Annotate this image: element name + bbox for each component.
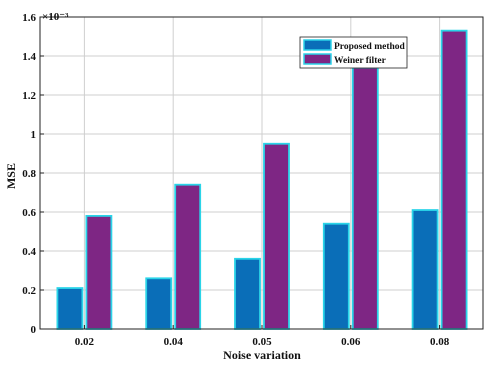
y-tick-label: 0.4: [22, 246, 36, 258]
bar-proposed-method-0.02: [56, 287, 84, 330]
x-tick-label: 0.06: [341, 336, 361, 348]
bar-proposed-method-0.05: [234, 257, 261, 330]
bar-weiner-filter-0.06: [351, 66, 379, 330]
legend-label-proposed-method: Proposed method: [334, 42, 406, 52]
bar-weiner-filter-0.05: [263, 142, 290, 330]
bar-weiner-filter-0.08: [440, 29, 468, 330]
y-tick-label: 1.6: [22, 12, 36, 24]
legend: Proposed method Weiner filter: [299, 36, 408, 69]
y-exponent-label: ×10⁻³: [42, 11, 69, 23]
x-tick-label: 0.02: [75, 336, 95, 348]
x-tick-label: 0.04: [164, 336, 184, 348]
y-tick-label: 1.2: [22, 90, 36, 102]
bar-weiner-filter-0.04: [174, 183, 202, 330]
y-tick-label: 1: [31, 129, 37, 141]
axes: 0 0.2 0.4 0.6 0.8 1 1.2 1.4 1.6 0.02 0.04 0.05 0.06 0…: [22, 12, 484, 348]
x-tick-label: 0.05: [252, 336, 272, 348]
legend-label-weiner-filter: Weiner filter: [334, 56, 387, 66]
grid-lines: [40, 17, 483, 329]
y-tick-label: 0.6: [22, 207, 36, 219]
x-axis-title: Noise variation: [223, 348, 301, 362]
bar-weiner-filter-0.02: [85, 214, 113, 330]
bar-proposed-method-0.08: [411, 209, 439, 330]
legend-swatch-weiner-filter: [303, 53, 332, 65]
y-tick-label: 0: [31, 324, 37, 336]
legend-swatch-proposed-method: [303, 39, 332, 51]
x-tick-label: 0.08: [430, 336, 450, 348]
y-tick-label: 0.2: [22, 285, 36, 297]
y-tick-label: 0.8: [22, 168, 36, 180]
bar-proposed-method-0.06: [322, 222, 350, 330]
bar-proposed-method-0.04: [145, 277, 173, 330]
y-axis-title: MSE: [4, 163, 18, 189]
y-tick-label: 1.4: [22, 51, 36, 63]
